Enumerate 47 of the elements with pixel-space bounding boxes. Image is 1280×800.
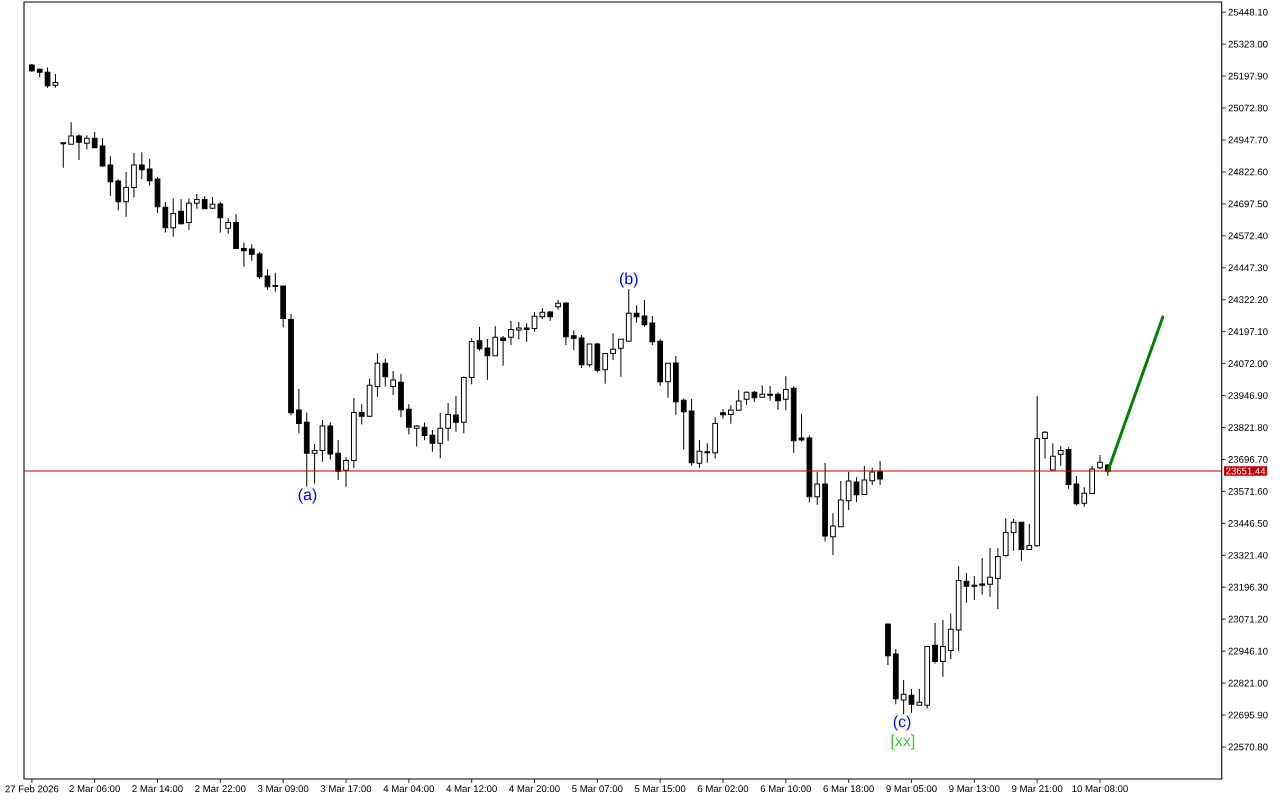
y-tick-label: 24572.40 [1228,232,1268,240]
y-tick-label: 25448.10 [1228,8,1268,16]
x-tick-label: 3 Mar 17:00 [320,785,372,793]
y-tick-label: 23071.20 [1228,615,1268,623]
x-tick-label: 27 Feb 2026 [5,785,59,793]
x-tick-label: 9 Mar 05:00 [886,785,937,793]
annotation: (a) [298,488,317,504]
ref-line-label: 23651.44 [1226,467,1266,475]
y-tick-label: 25072.80 [1228,104,1268,112]
x-tick-label: 6 Mar 10:00 [760,785,812,793]
x-tick-label: 5 Mar 15:00 [634,785,686,793]
x-tick-label: 10 Mar 08:00 [1072,785,1128,793]
x-tick-label: 5 Mar 07:00 [572,785,623,793]
y-tick-label: 23696.70 [1228,456,1268,463]
y-tick-label: 22821.00 [1228,679,1268,687]
y-tick-label: 22570.80 [1228,743,1268,751]
x-tick-label: 2 Mar 06:00 [69,785,120,793]
y-tick-label: 24822.60 [1228,168,1268,176]
y-tick-label: 23571.60 [1228,488,1268,495]
y-tick-label: 23946.90 [1228,392,1268,399]
y-tick-label: 23321.40 [1228,551,1268,559]
x-tick-label: 2 Mar 14:00 [132,785,183,793]
y-tick-label: 23446.50 [1228,519,1268,527]
x-tick-label: 4 Mar 04:00 [383,785,435,793]
y-tick-label: 24322.20 [1228,296,1268,304]
y-tick-label: 24197.10 [1228,328,1268,336]
x-tick-label: 4 Mar 20:00 [509,785,560,793]
x-tick-label: 2 Mar 22:00 [195,785,246,793]
annotation: (c) [893,715,911,731]
x-tick-label: 3 Mar 09:00 [257,785,309,793]
x-tick-label: 6 Mar 18:00 [823,785,874,793]
x-tick-label: 9 Mar 21:00 [1012,785,1063,793]
y-tick-label: 25323.00 [1228,40,1268,48]
y-tick-label: 24947.70 [1228,136,1268,144]
x-tick-label: 6 Mar 02:00 [697,785,749,793]
x-tick-label: 9 Mar 13:00 [949,785,1000,793]
y-tick-label: 24072.00 [1228,360,1268,368]
y-tick-label: 25197.90 [1228,72,1268,80]
y-tick-label: 24697.50 [1228,200,1268,208]
x-tick-label: 4 Mar 12:00 [446,785,497,793]
annotation: [xx] [891,734,915,750]
y-tick-label: 22695.90 [1228,711,1268,719]
y-tick-label: 23196.30 [1228,583,1268,591]
annotation: (b) [619,272,638,288]
y-tick-label: 22946.10 [1228,647,1268,655]
y-tick-label: 23821.80 [1228,424,1268,431]
y-tick-label: 24447.30 [1228,264,1268,272]
